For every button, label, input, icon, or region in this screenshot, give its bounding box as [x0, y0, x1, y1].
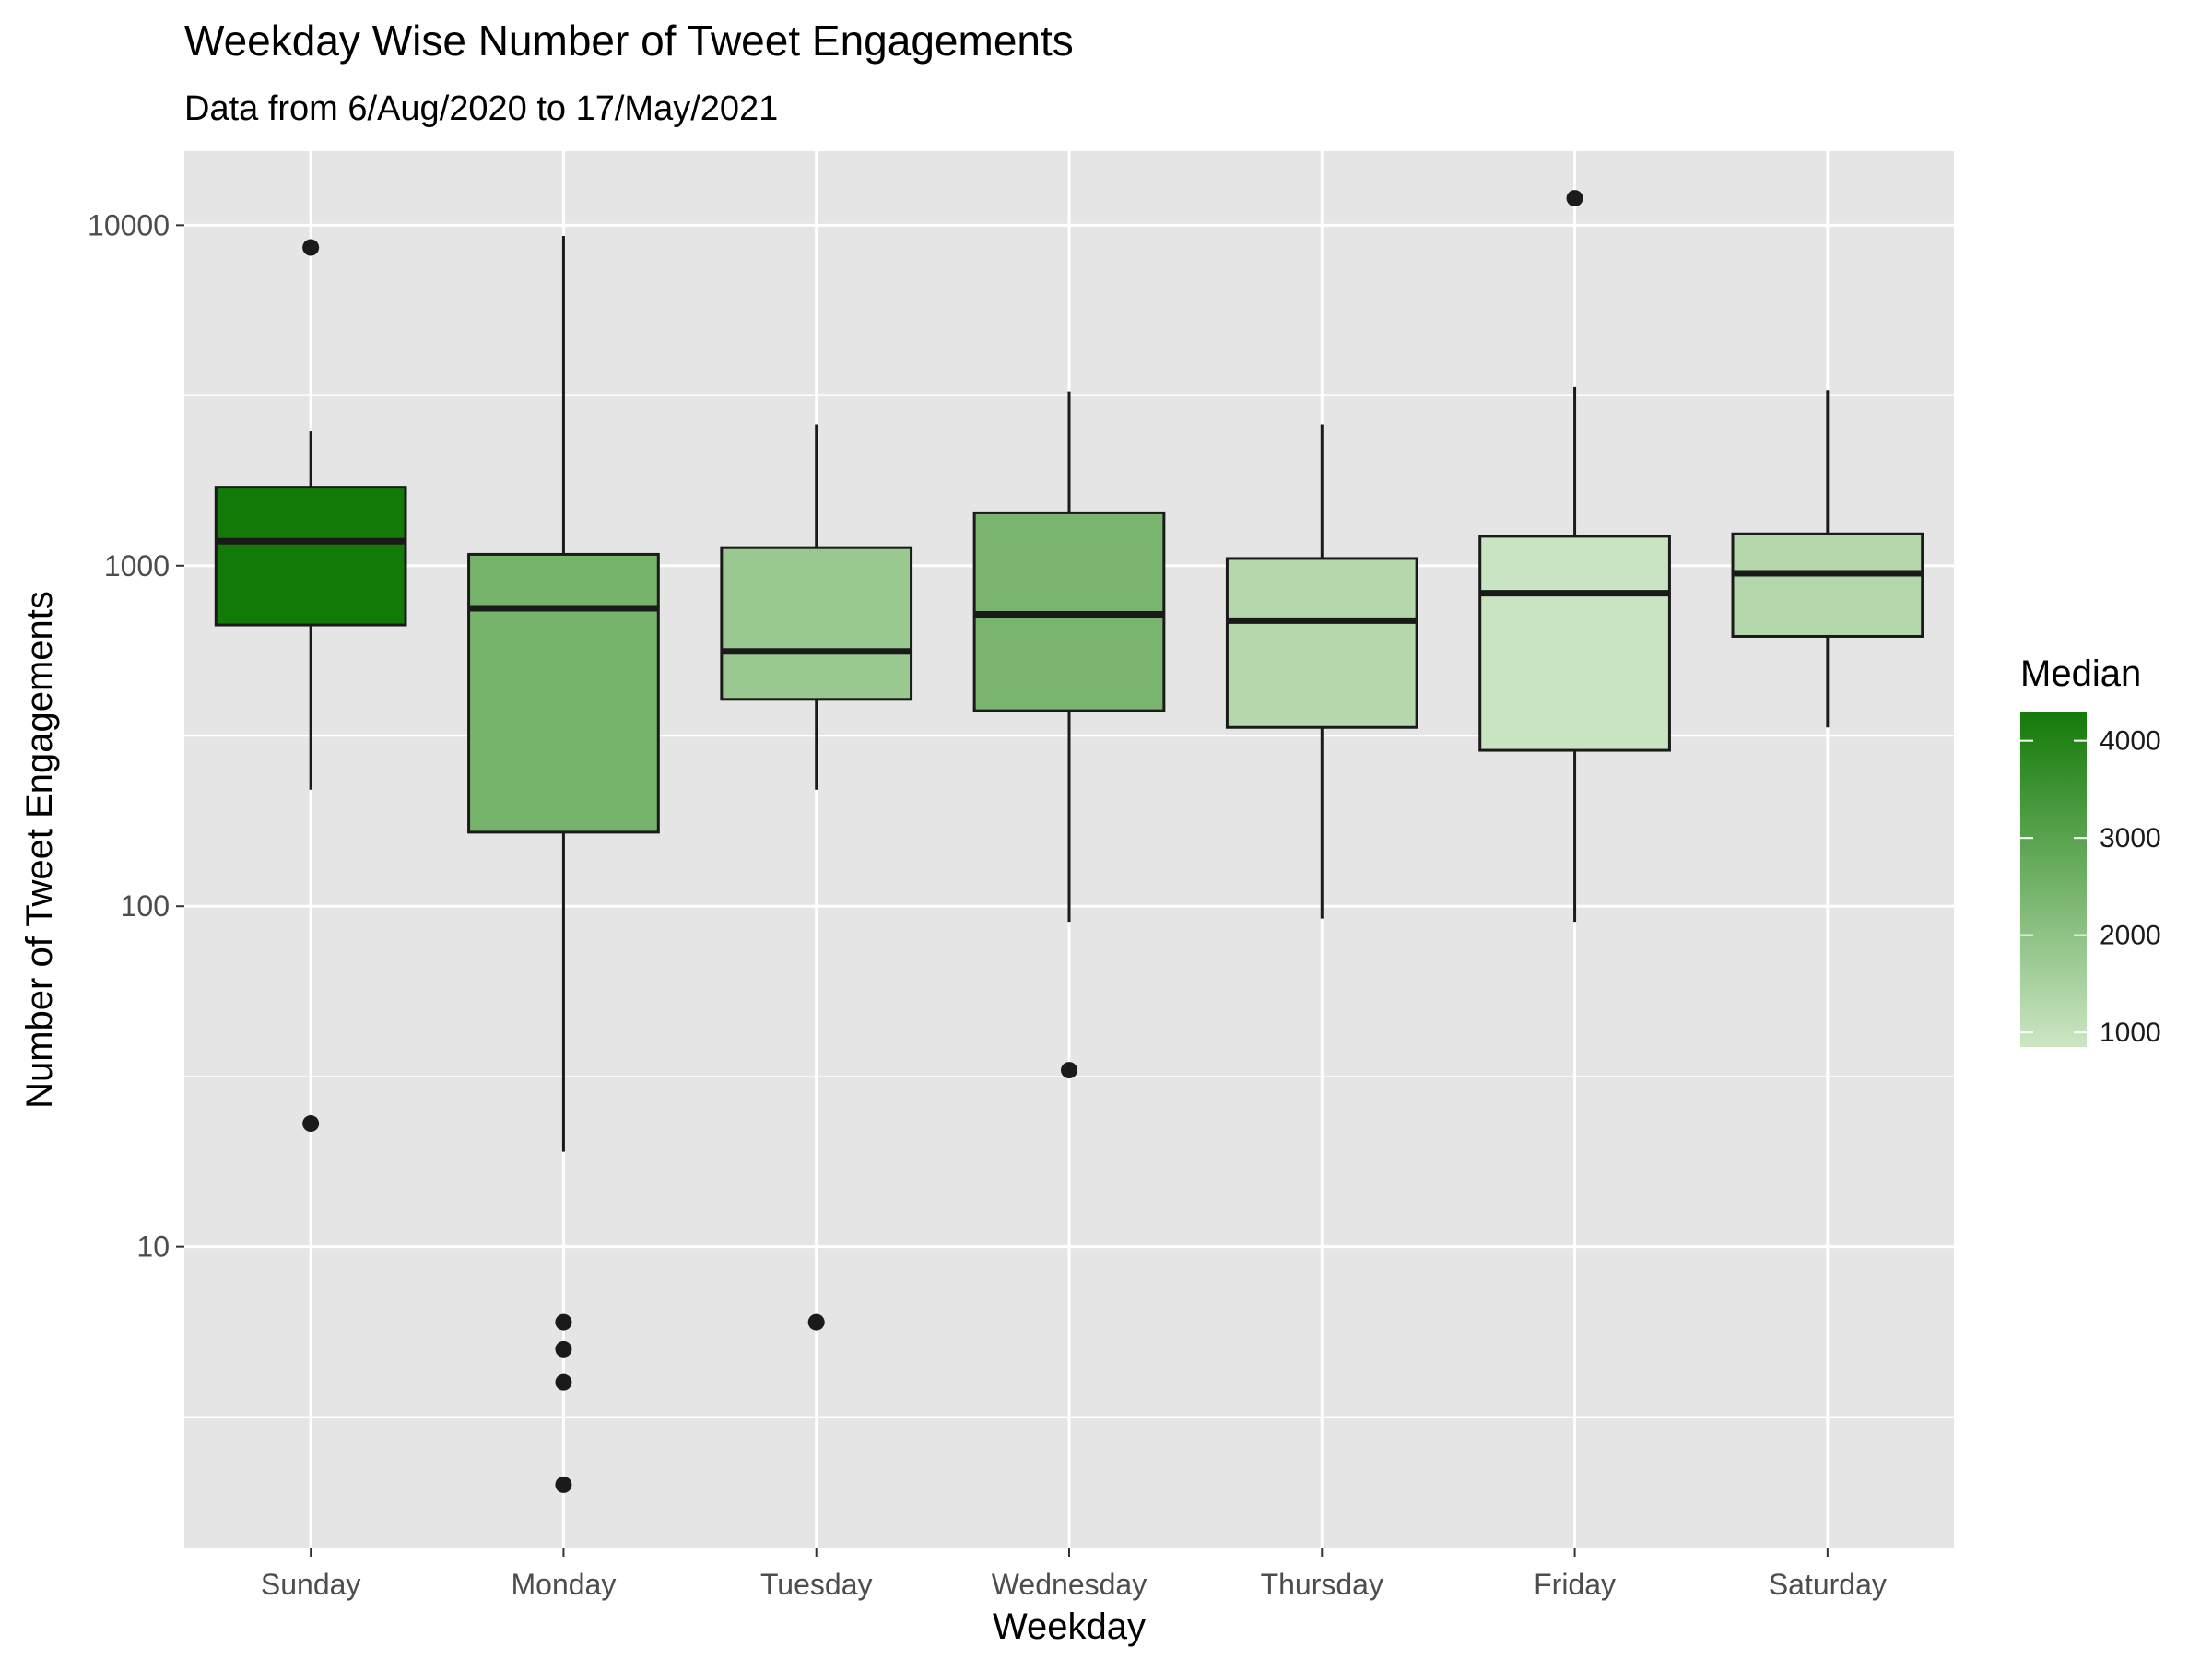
boxplot-layer — [214, 190, 1924, 1493]
legend-colorbar — [2020, 712, 2087, 1047]
box-tuesday — [720, 424, 913, 1331]
outlier-point — [555, 1476, 572, 1493]
box-body — [467, 552, 660, 834]
x-tick-label: Wednesday — [992, 1568, 1147, 1601]
legend: Median 1000 2000 3000 4000 — [2020, 653, 2161, 1048]
box-body — [720, 546, 913, 701]
x-tick-label: Friday — [1534, 1568, 1616, 1601]
y-tick-label: 10000 — [88, 208, 170, 241]
box-body — [1478, 535, 1671, 752]
outlier-point — [302, 1115, 320, 1133]
y-tick-label: 10 — [136, 1230, 170, 1264]
outlier-point — [555, 1313, 572, 1331]
x-axis-title: Weekday — [993, 1606, 1146, 1647]
x-tick-label: Thursday — [1261, 1568, 1383, 1601]
x-tick-label: Monday — [512, 1568, 617, 1601]
axes: 10 100 1000 10000 Sunday Monday Tuesday Wednesd… — [88, 208, 1887, 1601]
box-friday — [1478, 190, 1671, 923]
box-wednesday — [972, 391, 1166, 1079]
legend-tick-label: 2000 — [2100, 921, 2161, 951]
outlier-point — [302, 239, 320, 256]
y-tick-label: 100 — [121, 889, 170, 923]
legend-tick-label: 1000 — [2100, 1018, 2161, 1048]
x-tick-label: Saturday — [1769, 1568, 1887, 1601]
box-body — [1225, 557, 1418, 729]
outlier-point — [1566, 190, 1583, 207]
box-body — [214, 486, 407, 627]
outlier-point — [555, 1340, 572, 1358]
chart-title: Weekday Wise Number of Tweet Engagements — [184, 17, 1074, 65]
outlier-point — [1061, 1062, 1077, 1079]
legend-tick-label: 3000 — [2100, 823, 2161, 853]
outlier-point — [807, 1313, 825, 1331]
outlier-point — [555, 1373, 572, 1391]
y-axis-title: Number of Tweet Engagements — [19, 591, 60, 1109]
x-tick-label: Tuesday — [760, 1568, 873, 1601]
box-monday — [467, 235, 660, 1493]
y-tick-label: 1000 — [104, 549, 170, 582]
box-saturday — [1731, 390, 1924, 728]
x-tick-label: Sunday — [261, 1568, 361, 1601]
legend-title: Median — [2020, 653, 2141, 694]
box-sunday — [214, 239, 407, 1133]
legend-tick-label: 4000 — [2100, 726, 2161, 757]
chart-subtitle: Data from 6/Aug/2020 to 17/May/2021 — [184, 89, 778, 128]
box-thursday — [1225, 424, 1418, 919]
box-body — [1731, 532, 1924, 638]
